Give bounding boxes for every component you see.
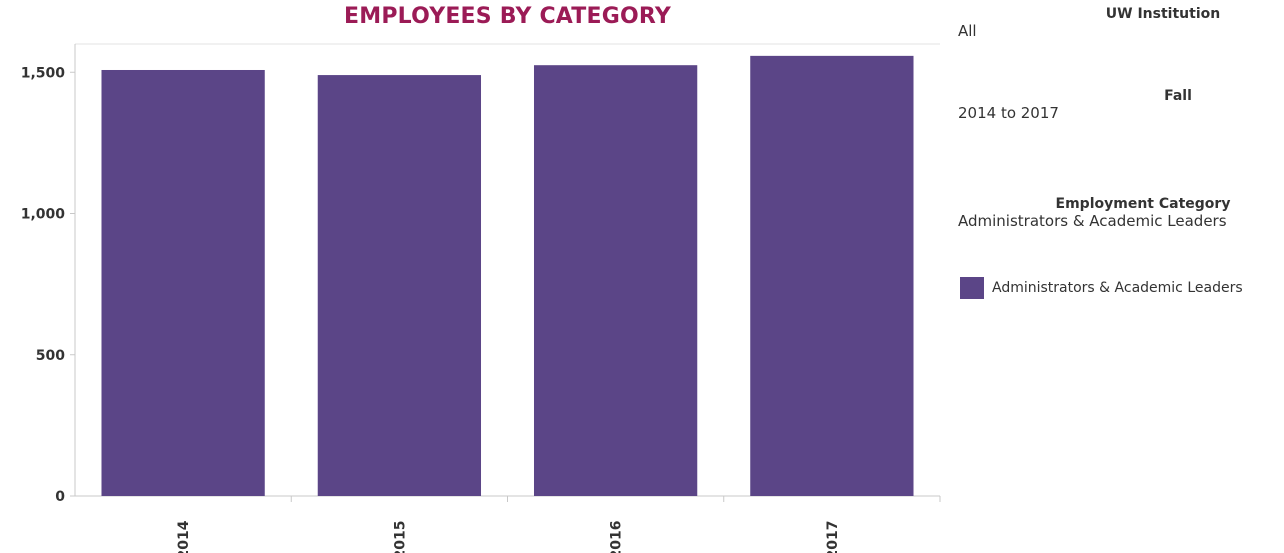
bar-2016[interactable] (534, 65, 697, 496)
x-tick-label: 2015 (392, 521, 408, 553)
x-tick-label: 2014 (176, 520, 192, 553)
y-tick-label: 0 (55, 489, 65, 505)
filter-category-value: Administrators & Academic Leaders (958, 212, 1278, 230)
filter-fall-value: 2014 to 2017 (958, 104, 1278, 122)
bar-2015[interactable] (318, 75, 481, 496)
bar-2017[interactable] (750, 56, 913, 496)
legend-item[interactable]: Administrators & Academic Leaders (960, 277, 1243, 299)
legend-swatch (960, 277, 984, 299)
filter-fall[interactable]: Fall 2014 to 2017 (958, 88, 1278, 122)
filter-institution-value: All (958, 22, 1278, 40)
x-tick-label: 2016 (609, 521, 625, 553)
filter-category[interactable]: Employment Category Administrators & Aca… (958, 196, 1278, 230)
filter-institution[interactable]: UW Institution All (958, 6, 1278, 40)
filter-fall-label: Fall (958, 88, 1278, 104)
bar-2014[interactable] (101, 70, 264, 496)
y-tick-label: 500 (36, 348, 65, 364)
y-tick-label: 1,000 (21, 207, 66, 223)
x-tick-label: 2017 (825, 521, 841, 553)
filter-category-label: Employment Category (958, 196, 1278, 212)
filter-institution-label: UW Institution (958, 6, 1278, 22)
legend-label: Administrators & Academic Leaders (992, 280, 1243, 296)
y-tick-label: 1,500 (21, 65, 66, 81)
